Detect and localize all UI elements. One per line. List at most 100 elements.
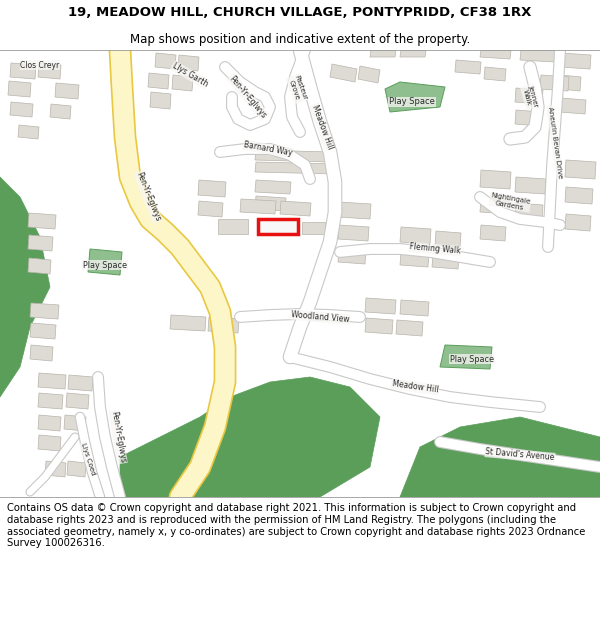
Polygon shape bbox=[155, 53, 176, 69]
Polygon shape bbox=[258, 219, 298, 234]
Text: Pen-Yr-Eglwys: Pen-Yr-Eglwys bbox=[227, 74, 268, 120]
Polygon shape bbox=[255, 150, 331, 162]
Polygon shape bbox=[520, 50, 556, 62]
Polygon shape bbox=[88, 249, 122, 275]
Text: Pen-Yr-Eglwys: Pen-Yr-Eglwys bbox=[109, 411, 127, 464]
Text: Contains OS data © Crown copyright and database right 2021. This information is : Contains OS data © Crown copyright and d… bbox=[7, 503, 586, 548]
Polygon shape bbox=[198, 180, 226, 197]
Polygon shape bbox=[8, 81, 31, 97]
Polygon shape bbox=[515, 88, 543, 104]
Polygon shape bbox=[28, 258, 51, 274]
Text: Aneurin Bevan Drive: Aneurin Bevan Drive bbox=[547, 106, 563, 178]
Polygon shape bbox=[455, 60, 481, 74]
Polygon shape bbox=[30, 303, 59, 319]
Polygon shape bbox=[280, 201, 311, 216]
Text: Llys Coed: Llys Coed bbox=[80, 442, 96, 476]
Polygon shape bbox=[150, 92, 171, 109]
Polygon shape bbox=[178, 55, 199, 71]
Polygon shape bbox=[540, 75, 569, 91]
Text: Barnard Way: Barnard Way bbox=[243, 140, 293, 158]
Polygon shape bbox=[198, 201, 223, 217]
Polygon shape bbox=[330, 64, 357, 82]
Polygon shape bbox=[120, 377, 380, 497]
Polygon shape bbox=[10, 63, 36, 79]
Polygon shape bbox=[560, 53, 591, 69]
Polygon shape bbox=[66, 393, 89, 409]
Polygon shape bbox=[28, 213, 56, 229]
Polygon shape bbox=[67, 461, 86, 477]
Text: Meadow Hill: Meadow Hill bbox=[310, 104, 334, 151]
Polygon shape bbox=[400, 50, 426, 57]
Polygon shape bbox=[170, 315, 206, 331]
Text: Llys Garth: Llys Garth bbox=[171, 61, 209, 89]
Text: 19, MEADOW HILL, CHURCH VILLAGE, PONTYPRIDD, CF38 1RX: 19, MEADOW HILL, CHURCH VILLAGE, PONTYPR… bbox=[68, 6, 532, 19]
Polygon shape bbox=[480, 197, 509, 214]
Polygon shape bbox=[255, 196, 286, 211]
Polygon shape bbox=[515, 203, 543, 219]
Polygon shape bbox=[64, 415, 86, 431]
Text: Pasteur
Grove: Pasteur Grove bbox=[286, 74, 308, 104]
Polygon shape bbox=[0, 327, 30, 397]
Text: Nightingale
Gardens: Nightingale Gardens bbox=[489, 192, 531, 212]
Polygon shape bbox=[370, 50, 396, 57]
Text: Play Space: Play Space bbox=[83, 261, 127, 269]
Polygon shape bbox=[515, 110, 541, 126]
Polygon shape bbox=[38, 393, 63, 409]
Text: Fleming Walk: Fleming Walk bbox=[409, 242, 461, 256]
Polygon shape bbox=[0, 177, 50, 357]
Polygon shape bbox=[68, 375, 93, 391]
Polygon shape bbox=[400, 251, 429, 267]
Polygon shape bbox=[440, 345, 492, 369]
Polygon shape bbox=[30, 345, 53, 361]
Polygon shape bbox=[560, 98, 586, 114]
Polygon shape bbox=[338, 225, 369, 241]
Text: Meadow Hill: Meadow Hill bbox=[391, 379, 439, 395]
Polygon shape bbox=[240, 199, 276, 214]
Polygon shape bbox=[400, 417, 600, 497]
Polygon shape bbox=[10, 102, 33, 117]
Text: St David's Avenue: St David's Avenue bbox=[485, 448, 555, 462]
Polygon shape bbox=[435, 231, 461, 247]
Polygon shape bbox=[560, 75, 581, 91]
Polygon shape bbox=[255, 162, 336, 174]
Polygon shape bbox=[565, 187, 593, 204]
Polygon shape bbox=[484, 67, 506, 81]
Text: Clos Creyr: Clos Creyr bbox=[20, 61, 59, 69]
Polygon shape bbox=[432, 253, 459, 269]
Polygon shape bbox=[28, 235, 53, 251]
Polygon shape bbox=[480, 50, 511, 59]
Polygon shape bbox=[148, 73, 169, 89]
Text: Play Space: Play Space bbox=[450, 354, 494, 364]
Polygon shape bbox=[18, 125, 39, 139]
Polygon shape bbox=[338, 202, 371, 219]
Polygon shape bbox=[365, 318, 393, 334]
Polygon shape bbox=[208, 317, 239, 333]
Polygon shape bbox=[30, 323, 56, 339]
Polygon shape bbox=[338, 248, 366, 264]
Polygon shape bbox=[255, 180, 291, 194]
Polygon shape bbox=[400, 227, 431, 244]
Polygon shape bbox=[50, 104, 71, 119]
Polygon shape bbox=[172, 75, 193, 91]
Polygon shape bbox=[302, 222, 325, 234]
Text: Play Space: Play Space bbox=[389, 98, 435, 106]
Text: Jenner
Walk: Jenner Walk bbox=[521, 84, 539, 109]
Polygon shape bbox=[55, 83, 79, 99]
Polygon shape bbox=[480, 225, 506, 241]
Polygon shape bbox=[45, 461, 66, 477]
Polygon shape bbox=[38, 373, 66, 389]
Polygon shape bbox=[365, 298, 396, 314]
Text: Map shows position and indicative extent of the property.: Map shows position and indicative extent… bbox=[130, 32, 470, 46]
Polygon shape bbox=[480, 170, 511, 189]
Polygon shape bbox=[385, 82, 445, 112]
Text: Pen-Yr-Eglwys: Pen-Yr-Eglwys bbox=[134, 171, 162, 223]
Text: Woodland View: Woodland View bbox=[290, 310, 350, 324]
Polygon shape bbox=[565, 160, 596, 179]
Polygon shape bbox=[38, 415, 61, 431]
Polygon shape bbox=[358, 66, 380, 83]
Polygon shape bbox=[38, 63, 61, 79]
Polygon shape bbox=[400, 300, 429, 316]
Polygon shape bbox=[565, 214, 591, 231]
Polygon shape bbox=[38, 435, 61, 451]
Polygon shape bbox=[396, 320, 423, 336]
